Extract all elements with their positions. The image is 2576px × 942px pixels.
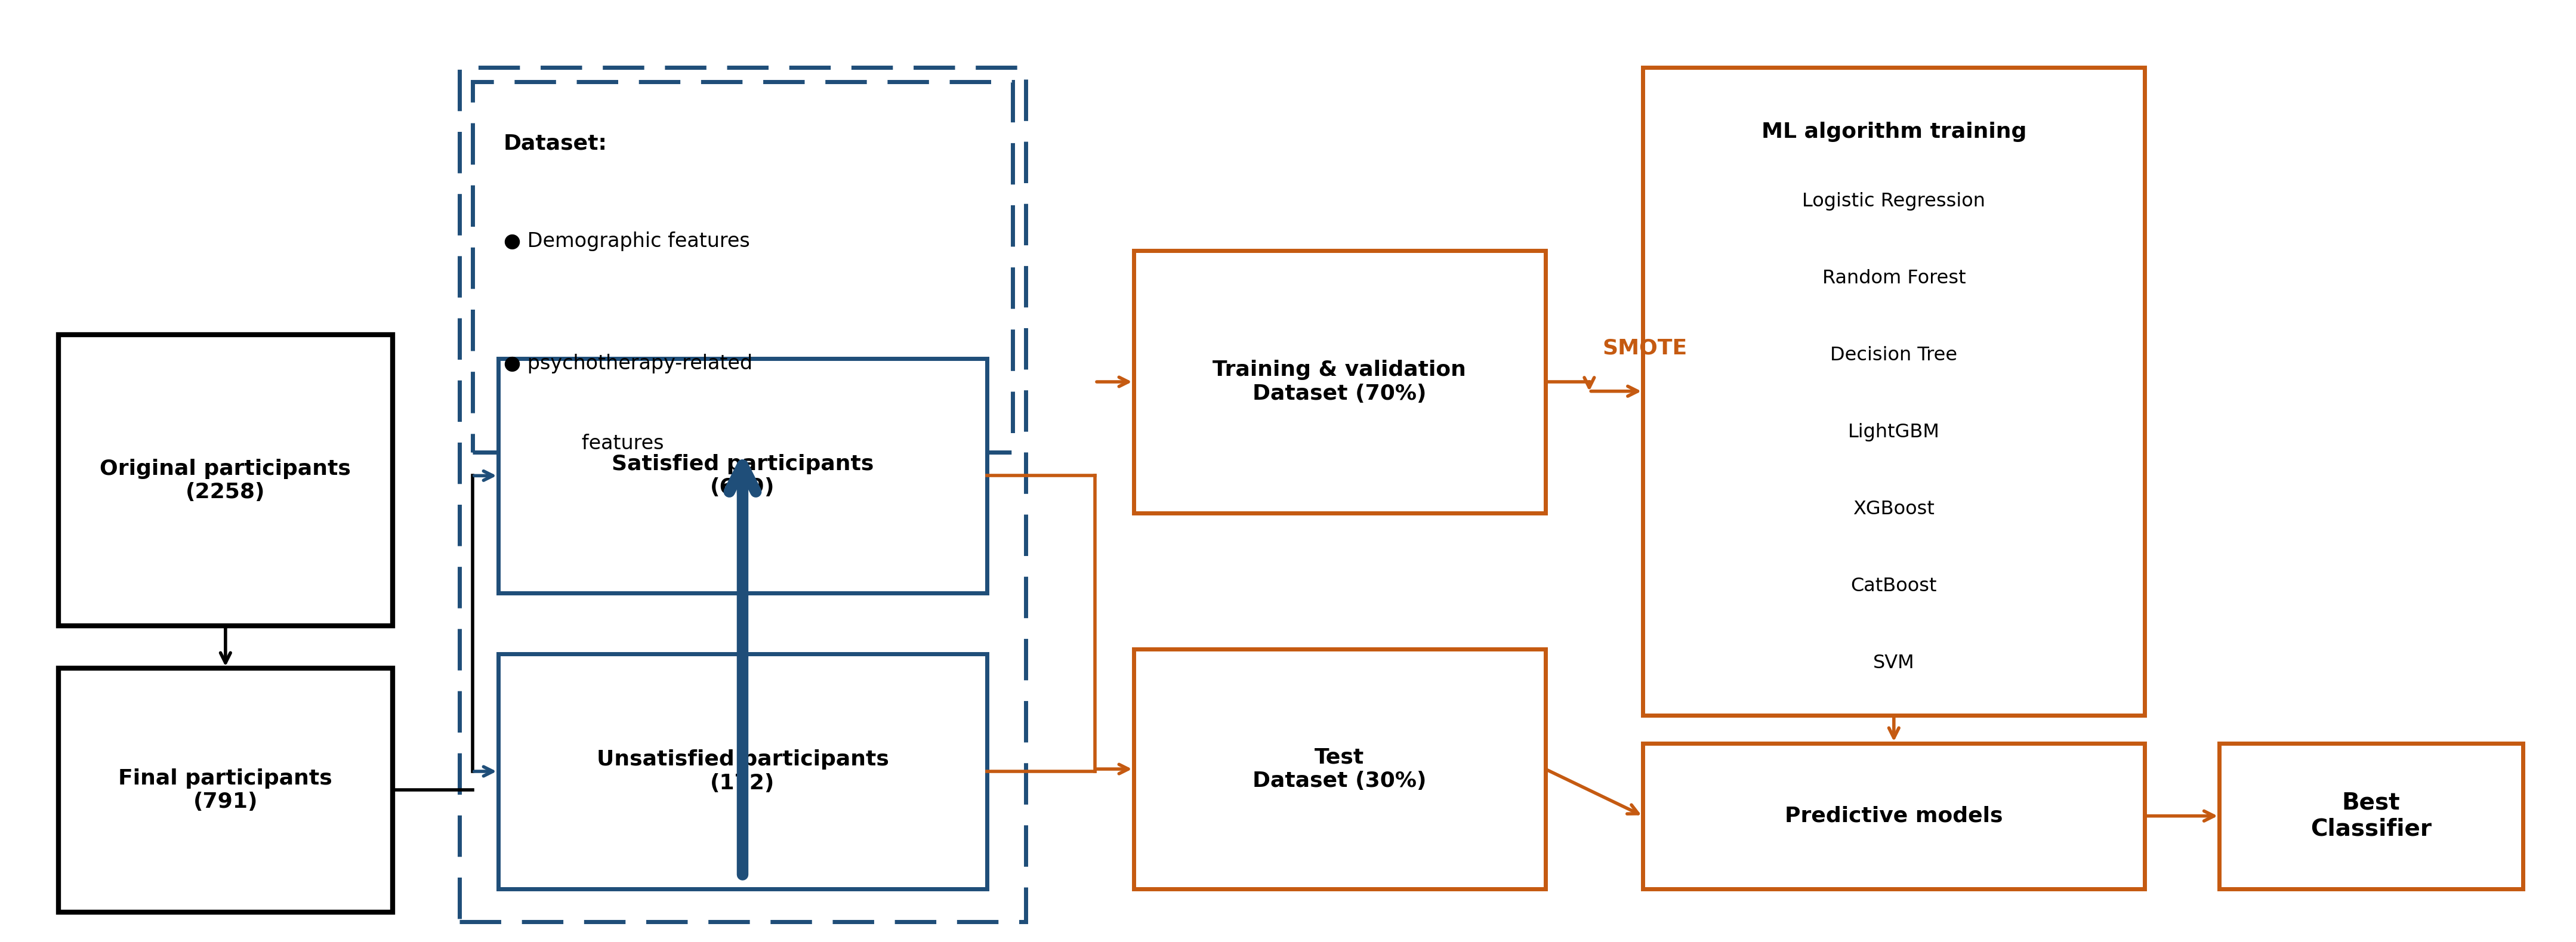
Bar xyxy=(1643,743,2146,888)
Text: Dataset:: Dataset: xyxy=(502,133,608,154)
Text: ● psychotherapy-related: ● psychotherapy-related xyxy=(502,353,752,373)
Bar xyxy=(59,668,392,912)
Bar xyxy=(1133,649,1546,888)
Text: Logistic Regression: Logistic Regression xyxy=(1803,192,1986,211)
Text: XGBoost: XGBoost xyxy=(1852,500,1935,519)
Text: SMOTE: SMOTE xyxy=(1602,338,1687,358)
Bar xyxy=(59,335,392,625)
Text: ● Demographic features: ● Demographic features xyxy=(502,232,750,252)
Text: Best
Classifier: Best Classifier xyxy=(2311,791,2432,840)
Text: Satisfied participants
(619): Satisfied participants (619) xyxy=(611,454,873,497)
Bar xyxy=(471,81,1012,452)
Bar xyxy=(2221,743,2522,888)
Text: Random Forest: Random Forest xyxy=(1821,269,1965,287)
Bar xyxy=(497,358,987,593)
Text: Original participants
(2258): Original participants (2258) xyxy=(100,459,350,502)
Bar xyxy=(1643,68,2146,715)
Bar xyxy=(459,68,1025,921)
Text: Final participants
(791): Final participants (791) xyxy=(118,769,332,812)
Text: CatBoost: CatBoost xyxy=(1850,577,1937,595)
Text: LightGBM: LightGBM xyxy=(1847,423,1940,442)
Text: ML algorithm training: ML algorithm training xyxy=(1762,122,2027,142)
Text: Training & validation
Dataset (70%): Training & validation Dataset (70%) xyxy=(1213,360,1466,404)
Bar xyxy=(1133,251,1546,513)
Text: Unsatisfied participants
(172): Unsatisfied participants (172) xyxy=(598,750,889,793)
Text: Test
Dataset (30%): Test Dataset (30%) xyxy=(1252,747,1427,791)
Text: features: features xyxy=(562,433,665,453)
Bar xyxy=(497,654,987,888)
Text: Decision Tree: Decision Tree xyxy=(1832,346,1958,365)
Text: SVM: SVM xyxy=(1873,654,1914,673)
Text: Predictive models: Predictive models xyxy=(1785,805,2004,826)
